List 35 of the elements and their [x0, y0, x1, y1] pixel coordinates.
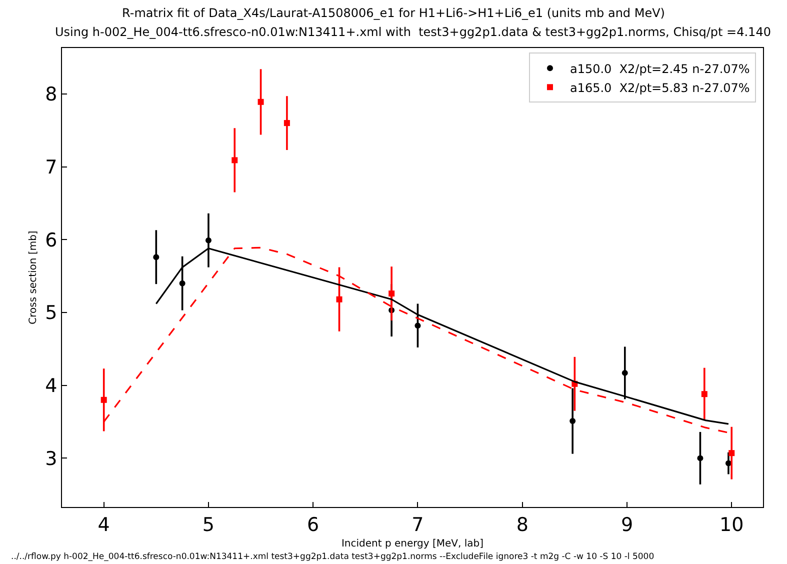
- text: ../../rflow.py h-002_He_004-tt6.sfresco-n0.01w:N13411+.xml test3+gg2p1.data test3+gg2p1.norms --ExcludeFile ignore3 -t m2g -C -w 10 -S 10 -l 5000: [11, 552, 654, 562]
- x-tick-label: 4: [98, 514, 110, 536]
- x-tick-label: 5: [202, 514, 215, 536]
- legend-label: a150.0 X2/pt=2.45 n-27.07%: [570, 62, 750, 76]
- point: [205, 237, 212, 244]
- y-tick-label: 4: [45, 374, 58, 397]
- point: [336, 296, 342, 302]
- x-tick-label: 9: [620, 514, 634, 536]
- point: [100, 396, 107, 403]
- x-tick-label: 7: [412, 514, 424, 536]
- y-tick-label: 5: [45, 302, 58, 324]
- point: [258, 98, 264, 105]
- point: [570, 418, 576, 424]
- point: [414, 322, 421, 329]
- y-tick-label: 8: [45, 84, 58, 106]
- point: [388, 290, 395, 297]
- x-tick-label: 8: [516, 514, 528, 536]
- y-axis-title: Cross section [mb]: [28, 230, 40, 324]
- point: [697, 455, 704, 462]
- x-tick-label: 6: [307, 514, 320, 536]
- y-tick-label: 3: [45, 448, 58, 470]
- point: [701, 391, 708, 398]
- y-tick-label: 6: [45, 229, 58, 252]
- point: [232, 157, 238, 164]
- x-tick-label: 10: [720, 514, 744, 536]
- point: [622, 370, 628, 376]
- chart-title: R-matrix fit of Data_X4s/Laurat-A1508006_e1 for H1+Li6->H1+Li6_e1 (units mb and MeV): [122, 6, 665, 20]
- point: [179, 280, 186, 286]
- y-tick-label: 7: [45, 156, 58, 178]
- x-axis-title: Incident p energy [MeV, lab]: [341, 538, 484, 550]
- chart-subtitle: Using h-002_He_004-tt6.sfresco-n0.01w:N13411+.xml with test3+gg2p1.data & test3+gg2p1.norms, Chisq/pt =4.140: [55, 25, 771, 39]
- point: [284, 120, 290, 126]
- point: [728, 450, 735, 456]
- legend-label: a165.0 X2/pt=5.83 n-27.07%: [570, 80, 750, 95]
- point: [153, 254, 160, 260]
